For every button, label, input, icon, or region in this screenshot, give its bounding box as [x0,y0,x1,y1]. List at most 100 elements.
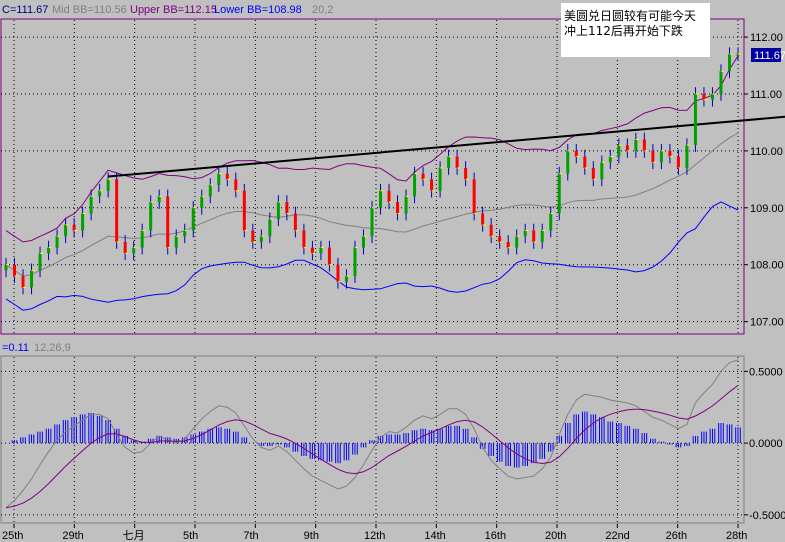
bar-body [719,71,723,94]
macd-line [5,359,739,509]
bar-body [115,179,119,242]
header-upper-bb: Upper BB=112.15 [130,4,217,16]
bar-body [285,202,289,214]
date-tick-label: 25th [2,530,23,542]
bar-body [481,213,485,225]
bar-body [540,230,544,242]
bar-body [634,139,638,151]
bar-body [396,202,400,214]
bar-body [132,247,136,254]
bar-body [13,264,17,277]
bar-body [208,185,212,197]
date-axis-bg [0,526,744,542]
bar-body [166,196,170,248]
date-tick-label: 29th [62,530,83,542]
bar-body [574,150,578,157]
bar-body [310,247,314,254]
header-close: C=111.67 [2,4,48,16]
bar-body [370,207,374,237]
date-tick-label: 16th [485,530,506,542]
bar-body [302,230,306,248]
macd-panel [0,355,745,524]
bar-body [217,173,221,186]
bar-body [736,54,740,57]
bar-body [710,93,714,100]
bar-body [89,196,93,214]
bar-body [379,190,383,208]
bar-body [659,150,663,163]
bar-body [98,190,102,197]
bar-body [523,230,527,237]
header-lower-bb: Lower BB=108.98 [214,4,302,16]
bar-body [489,224,493,237]
bar-body [293,213,297,231]
bar-body [702,93,706,100]
price-tick-label: 108.00 [750,260,784,272]
bar-body [532,230,536,242]
bar-body [557,173,561,214]
bar-body [676,156,680,168]
price-grid [1,20,744,333]
bar-body [200,196,204,208]
date-tick-label: 28th [726,530,747,542]
bar-body [447,156,451,168]
bar-body [47,247,51,254]
bar-body [157,196,161,203]
ohlc-bars [4,47,741,295]
date-tick-label: 7th [243,530,258,542]
bar-body [38,253,42,271]
bar-body [472,179,476,214]
price-tick-label: 110.00 [750,146,783,158]
macd-axis: 0.5000 0.0000 -0.5000 [744,366,785,522]
price-axis: 112.00 111.00 110.00 109.00 108.00 107.00 [744,32,784,329]
bar-body [268,219,272,237]
date-axis: 25th 29th 七月 5th 7th 9th 12th 14th 16th 20th 22nd 2… [2,524,747,542]
bar-body [72,224,76,231]
bar-body [651,150,655,163]
bar-body [183,230,187,237]
price-tick-label: 107.00 [750,317,784,329]
header-mid-bb: Mid BB=110.56 [52,4,127,16]
date-tick-label: 9th [304,530,319,542]
bar-body [336,264,340,282]
bar-body [625,145,629,151]
date-tick-label: 22nd [605,530,629,542]
macd-params: 12,26,9 [34,342,71,354]
bar-body [276,202,280,220]
bar-body [498,236,502,242]
bar-body [225,173,229,180]
price-tick-label: 111.00 [750,89,782,101]
macd-tick-label: 0.5000 [749,366,783,378]
bar-body [251,230,255,242]
bar-body [106,179,110,191]
bar-body [174,236,178,248]
date-tick-label: 七月 [123,529,145,542]
bar-body [549,213,553,231]
bar-body [583,156,587,168]
bar-body [4,264,8,271]
bar-body [413,173,417,197]
date-tick-label: 26th [666,530,687,542]
bar-body [668,150,672,157]
bar-body [506,241,510,248]
price-tick-label: 112.00 [750,32,783,44]
bar-body [727,54,731,72]
signal-line [5,385,739,509]
price-tick-label: 109.00 [750,203,784,215]
bar-body [608,156,612,163]
bar-body [81,213,85,231]
bar-body [438,167,442,191]
bar-body [566,150,570,174]
date-tick-label: 12th [364,530,385,542]
date-tick-label: 14th [424,530,445,542]
bar-body [693,93,697,146]
macd-value: =0.11 [2,342,29,354]
bar-body [64,224,68,237]
annotation-line-1: 美圆兑日圆较有可能今天 [564,8,696,23]
date-tick-label: 20th [545,530,566,542]
bar-body [642,139,646,151]
macd-tick-label: 0.0000 [749,438,783,450]
trend-line [108,115,785,178]
